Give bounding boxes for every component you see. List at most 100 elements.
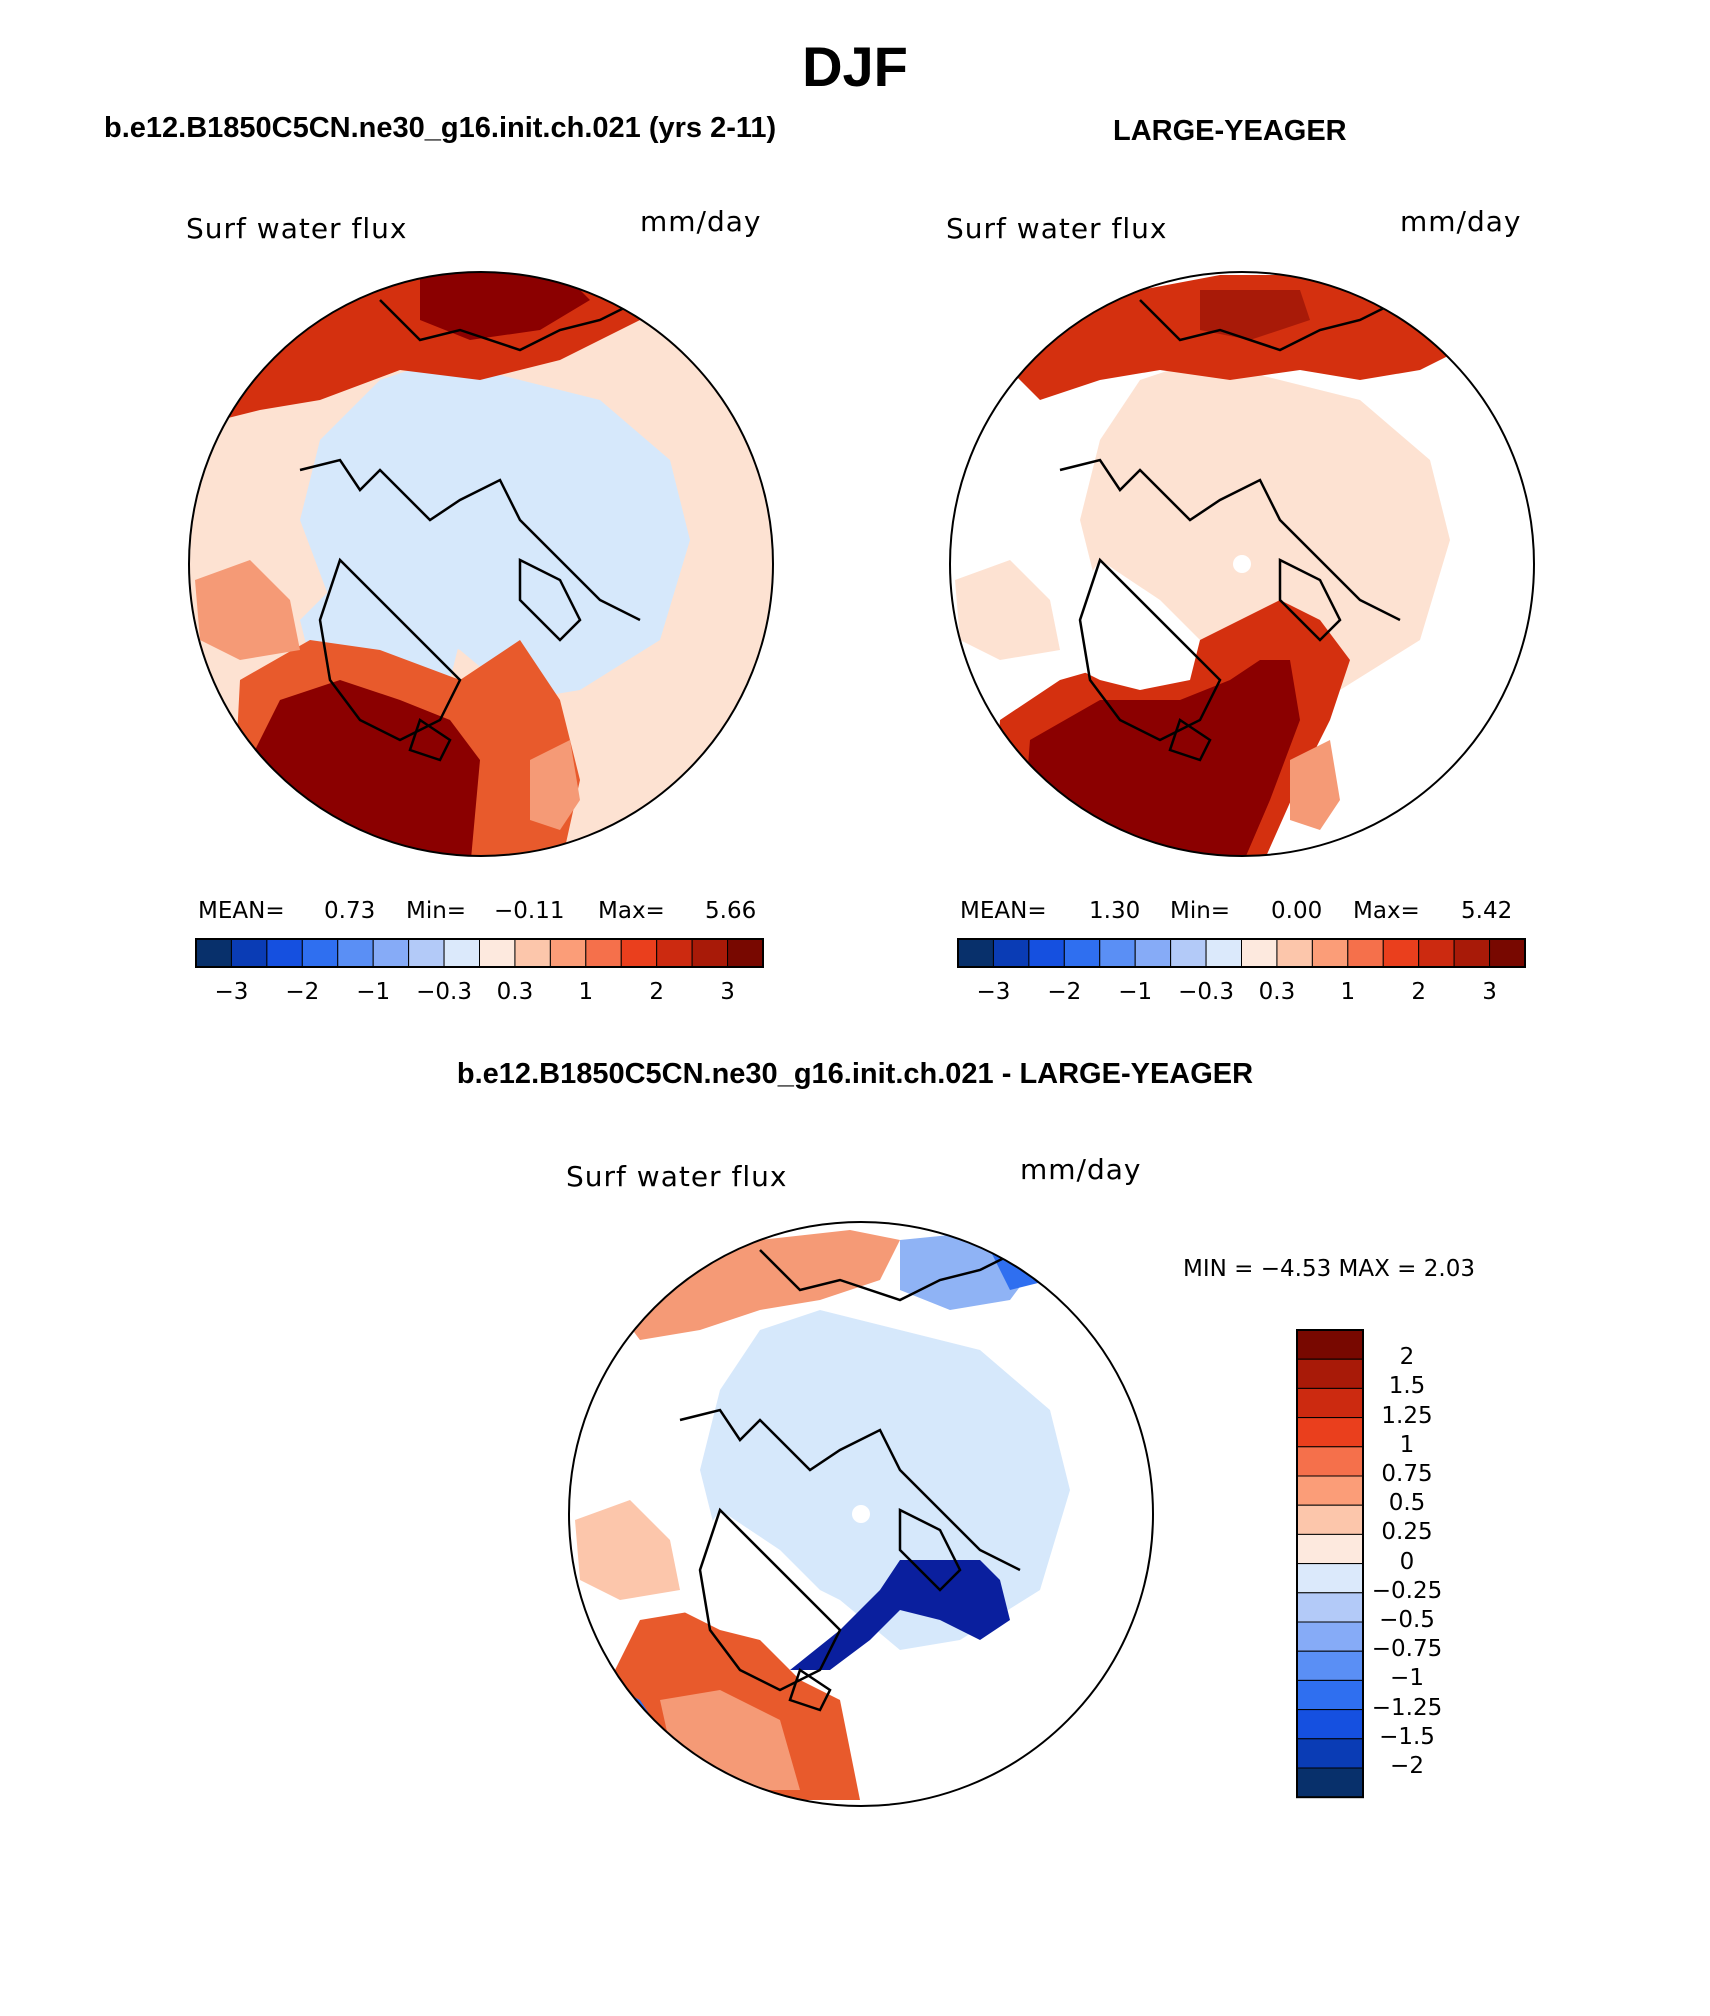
map-panel1 — [189, 272, 773, 856]
panel2-colorbar — [957, 938, 1526, 968]
panel1-max-value: 5.66 — [705, 898, 757, 924]
panel1-units-label: mm/day — [640, 205, 762, 238]
map1-frame — [188, 271, 774, 857]
colorbar-swatch — [1063, 938, 1101, 968]
panel2-units-label: mm/day — [1400, 205, 1522, 238]
colorbar-tick-label: 2 — [649, 979, 664, 1005]
panel2-case-title: LARGE-YEAGER — [1113, 115, 1347, 147]
map2-pacific-dark — [1200, 290, 1310, 340]
map-panel2 — [950, 272, 1534, 856]
colorbar-swatch — [1296, 1679, 1364, 1711]
panel1-min-value: −0.11 — [494, 898, 565, 924]
panel1-case-title: b.e12.B1850C5CN.ne30_g16.init.ch.021 (yr… — [104, 112, 777, 144]
colorbar-swatch — [957, 938, 994, 968]
panel3-minmax: MIN = −4.53 MAX = 2.03 — [1183, 1256, 1475, 1282]
panel2-max-value: 5.42 — [1461, 898, 1513, 924]
panel2-variable-label: Surf water flux — [946, 212, 1168, 245]
colorbar-swatch — [1382, 938, 1420, 968]
map-panel3 — [569, 1222, 1153, 1806]
colorbar-tick-label: −0.3 — [1178, 979, 1234, 1005]
colorbar-swatch — [230, 938, 268, 968]
colorbar-tick-label: 0.75 — [1381, 1461, 1433, 1487]
colorbar-swatch — [656, 938, 693, 968]
colorbar-tick-label: 0.5 — [1388, 1490, 1426, 1517]
colorbar-swatch — [1296, 1767, 1364, 1798]
colorbar-tick-label: 2 — [1411, 979, 1426, 1005]
panel1-mean-value: 0.73 — [324, 898, 376, 924]
colorbar-swatch — [1296, 1650, 1364, 1681]
map2-coastlines — [1059, 298, 1401, 762]
map1-scandinavia-salmon — [530, 740, 580, 830]
map3-alaska-salmon — [575, 1500, 680, 1600]
colorbar-swatch — [1241, 938, 1278, 968]
colorbar-swatch — [1099, 938, 1136, 968]
colorbar-tick-label: −0.25 — [1371, 1577, 1443, 1604]
colorbar-swatch — [337, 938, 374, 968]
panel1-variable-label: Surf water flux — [186, 212, 408, 245]
colorbar-swatch — [514, 938, 551, 968]
colorbar-tick-label: 1 — [1399, 1431, 1415, 1458]
colorbar-tick-label: 2 — [1399, 1344, 1415, 1371]
map1-alaska-salmon — [195, 560, 300, 660]
map2-pole-hole — [1233, 555, 1251, 573]
colorbar-tick-label: 1.5 — [1388, 1373, 1426, 1400]
panel2-max-label: Max= — [1353, 898, 1420, 924]
colorbar-swatch — [620, 938, 658, 968]
colorbar-swatch — [1205, 938, 1242, 968]
map1-pacific-dark — [420, 272, 590, 340]
colorbar-tick-label: −1 — [1390, 1665, 1424, 1692]
colorbar-outline — [195, 938, 764, 968]
colorbar-swatch — [1134, 938, 1172, 968]
figure-title: DJF — [802, 35, 908, 98]
colorbar-swatch — [372, 938, 410, 968]
map3-greenland-white — [680, 1510, 820, 1640]
colorbar-swatch — [727, 938, 764, 968]
colorbar-swatch — [1296, 1621, 1364, 1652]
colorbar-swatch — [1296, 1504, 1364, 1535]
colorbar-swatch — [1296, 1358, 1364, 1389]
colorbar-swatch — [992, 938, 1030, 968]
map1-coastlines — [299, 298, 641, 762]
colorbar-tick-label: −1 — [356, 979, 391, 1005]
colorbar-swatch — [1296, 1387, 1364, 1419]
colorbar-swatch — [585, 938, 622, 968]
colorbar-tick-label: −2 — [1047, 979, 1082, 1005]
colorbar-swatch — [1296, 1563, 1364, 1594]
colorbar-tick-label: −1.25 — [1371, 1694, 1443, 1721]
colorbar-swatch — [266, 938, 303, 968]
colorbar-tick-label: 0.3 — [1258, 979, 1296, 1005]
colorbar-swatch — [1418, 938, 1455, 968]
panel3-case-title: b.e12.B1850C5CN.ne30_g16.init.ch.021 - L… — [456, 1058, 1254, 1090]
colorbar-swatch — [1296, 1592, 1364, 1623]
panel2-min-label: Min= — [1170, 898, 1231, 924]
map3-pole-hole — [852, 1505, 870, 1523]
panel2-min-value: 0.00 — [1271, 898, 1323, 924]
colorbar-tick-label: −0.5 — [1379, 1607, 1435, 1633]
map3-coastlines — [679, 1248, 1021, 1712]
colorbar-tick-label: 1.25 — [1381, 1402, 1433, 1429]
colorbar-swatch — [691, 938, 729, 968]
colorbar-tick-label: −0.75 — [1371, 1636, 1443, 1663]
colorbar-swatch — [1296, 1738, 1364, 1769]
colorbar-swatch — [195, 938, 232, 968]
colorbar-swatch — [1296, 1417, 1364, 1448]
colorbar-swatch — [1170, 938, 1207, 968]
map2-alaska-salmon — [955, 560, 1060, 660]
colorbar-outline — [1296, 1329, 1364, 1799]
panel3-variable-label: Surf water flux — [566, 1160, 788, 1193]
colorbar-swatch — [549, 938, 587, 968]
colorbar-tick-label: 1 — [1340, 979, 1356, 1005]
panel3-colorbar — [1296, 1329, 1364, 1799]
colorbar-swatch — [408, 938, 445, 968]
map3-barents-navy — [790, 1560, 1010, 1670]
colorbar-swatch — [1347, 938, 1384, 968]
panel3-units-label: mm/day — [1020, 1153, 1142, 1186]
map2-greenland-white — [1060, 560, 1200, 690]
panel1-max-label: Max= — [598, 898, 665, 924]
colorbar-swatch — [1296, 1533, 1364, 1565]
colorbar-swatch — [443, 938, 480, 968]
colorbar-tick-label: −3 — [976, 979, 1011, 1005]
map2-scandinavia-salmon — [1290, 740, 1340, 830]
panel1-colorbar — [195, 938, 764, 968]
